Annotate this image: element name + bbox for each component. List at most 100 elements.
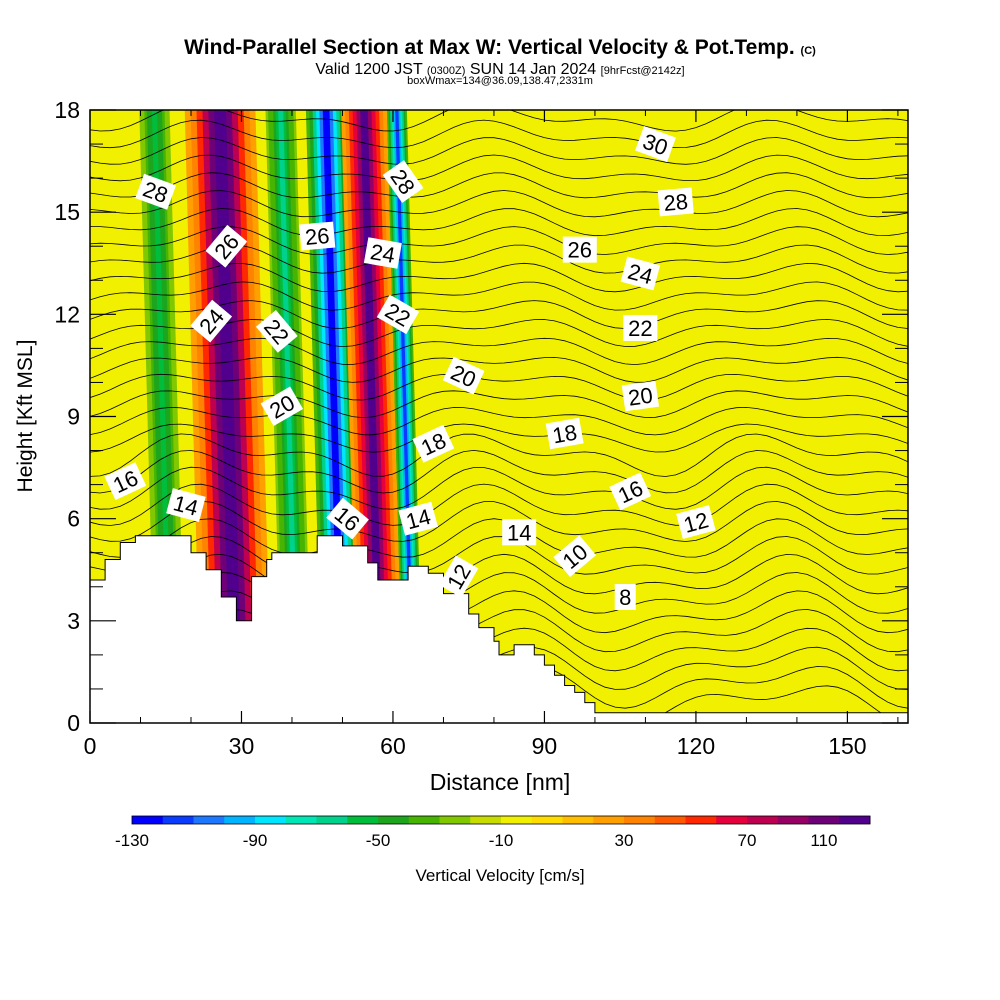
colorbar-tick-5: 70 [738, 831, 757, 850]
chart-subtitle: Valid 1200 JST (0300Z) SUN 14 Jan 2024 [… [0, 61, 1000, 79]
contour-label-text: 26 [304, 223, 331, 250]
colorbar: -130 -90 -50 -10 30 70 110 [115, 815, 871, 850]
theta-contour-28 [90, 190, 908, 218]
contour-label-box [326, 497, 369, 540]
theta-contour-27 [90, 208, 908, 237]
contour-label-box [376, 294, 420, 335]
contour-label-box [412, 424, 455, 463]
contour-label-19: 18 [545, 417, 584, 450]
colorbar-swatch-7 [347, 816, 379, 824]
theta-contour-21 [90, 318, 908, 348]
theta-contour-20 [90, 337, 908, 366]
copyright-mark: (C) [800, 45, 816, 57]
contour-label-text: 20 [627, 382, 655, 410]
subtitle-valid: Valid 1200 JST [315, 61, 423, 78]
colorbar-swatch-1 [162, 816, 194, 824]
x-tick-label-60: 60 [380, 733, 406, 759]
contour-label-22: 26 [562, 236, 597, 263]
colorbar-tick-2: -50 [366, 831, 391, 850]
subtitle-utc: (0300Z) [426, 65, 466, 77]
colorbar-tick-0: -130 [115, 831, 149, 850]
theta-contour-5 [90, 590, 908, 634]
contour-label-16: 14 [502, 519, 537, 546]
chart-title-main: Wind-Parallel Section at Max W: Vertical… [184, 36, 795, 59]
contour-label-text: 28 [662, 189, 689, 216]
contour-label-23: 20 [621, 380, 660, 412]
contour-label-24: 22 [623, 314, 658, 341]
colorbar-swatch-10 [439, 816, 471, 824]
colorbar-swatch-6 [316, 816, 348, 824]
theta-contour-32 [90, 119, 908, 149]
contour-label-text: 24 [369, 239, 397, 268]
contour-label-box [438, 555, 479, 598]
y-tick-label-9: 9 [67, 404, 80, 430]
contour-label-box [205, 224, 248, 268]
colorbar-swatch-4 [255, 816, 287, 824]
contour-label-box [299, 221, 336, 251]
y-tick-label-12: 12 [54, 301, 80, 327]
colorbar-swatch-2 [193, 816, 225, 824]
y-tick-label-15: 15 [54, 199, 80, 225]
contour-label-box [104, 462, 147, 501]
contour-label-box [502, 519, 537, 546]
theta-contour-6 [90, 572, 908, 614]
contour-label-text: 8 [619, 585, 631, 610]
theta-contour-29 [90, 172, 908, 199]
contour-label-box [657, 187, 694, 217]
contour-label-9: 24 [363, 237, 402, 269]
theta-contour-9 [90, 518, 908, 558]
contour-label-box [620, 256, 661, 291]
theta-contour-17 [90, 390, 908, 419]
colorbar-swatch-9 [408, 816, 440, 824]
y-tick-label-18: 18 [54, 97, 80, 123]
theta-contour-8 [90, 536, 908, 575]
theta-contour-31 [90, 137, 908, 165]
contour-label-21: 12 [676, 505, 716, 540]
contour-label-25: 24 [620, 256, 661, 291]
colorbar-swatch-21 [777, 816, 809, 824]
contour-label-text: 22 [628, 316, 652, 341]
contour-label-18: 8 [614, 583, 636, 610]
theta-contour-15 [90, 423, 908, 453]
terrain [90, 535, 908, 723]
contour-label-box [382, 160, 424, 203]
contour-label-box [260, 386, 304, 427]
axes: 0 30 60 90 120 150 0 3 6 9 12 15 18 [54, 97, 908, 759]
x-tick-label-150: 150 [828, 733, 866, 759]
terrain-shape [90, 535, 908, 723]
theta-contour-30 [90, 154, 908, 182]
contour-label-box [135, 173, 177, 210]
y-tick-label-3: 3 [67, 608, 80, 634]
contour-label-box [614, 583, 636, 610]
colorbar-tick-6: 110 [810, 831, 837, 850]
colorbar-frame [131, 815, 871, 825]
theta-contour-23 [90, 281, 908, 311]
contour-label-12: 18 [412, 424, 455, 463]
colorbar-swatch-11 [470, 816, 502, 824]
theta-contour-11 [90, 483, 908, 526]
subtitle-fcst: [9hrFcst@2142z] [600, 65, 685, 77]
theta-contour-22 [90, 300, 908, 329]
colorbar-tick-3: -10 [489, 831, 514, 850]
x-tick-label-120: 120 [677, 733, 715, 759]
x-tick-label-30: 30 [229, 733, 255, 759]
contour-label-box [363, 237, 402, 269]
colorbar-swatch-22 [808, 816, 840, 824]
colorbar-tick-4: 30 [615, 831, 634, 850]
contour-label-box [635, 126, 676, 163]
contour-label-6: 14 [166, 488, 206, 523]
contour-label-box [166, 488, 206, 523]
theta-contour-13 [90, 449, 908, 494]
colorbar-swatch-14 [562, 816, 594, 824]
contour-label-box [398, 501, 438, 536]
theta-contour-19 [90, 356, 908, 383]
colorbar-swatch-0 [132, 816, 164, 824]
contour-label-box [676, 505, 716, 540]
colorbar-swatch-3 [224, 816, 256, 824]
subtitle-date: SUN 14 Jan 2024 [469, 61, 597, 78]
contour-label-box [562, 236, 597, 263]
theta-contour-7 [90, 553, 908, 595]
theta-contour-12 [90, 466, 908, 510]
colorbar-swatch-15 [593, 816, 625, 824]
